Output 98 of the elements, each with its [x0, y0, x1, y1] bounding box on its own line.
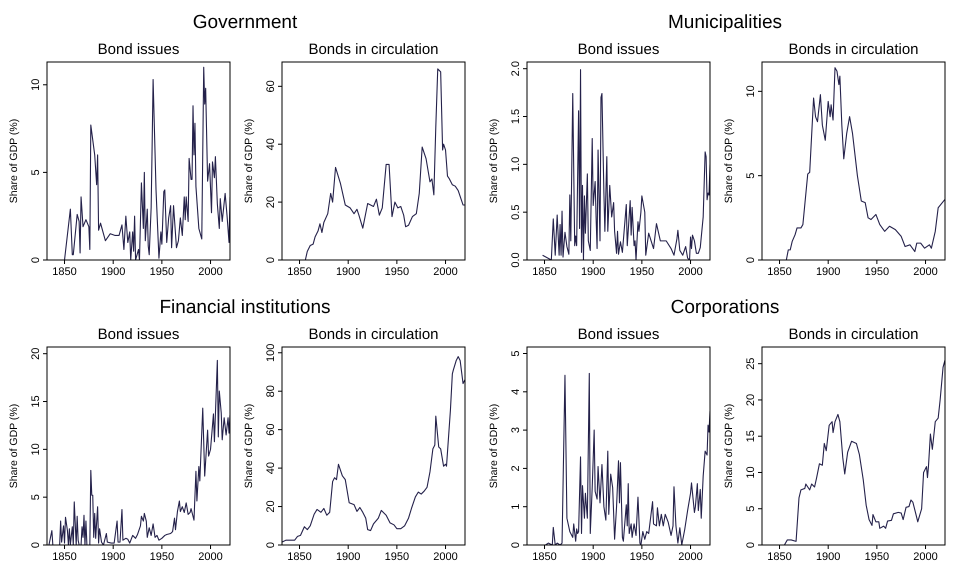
y-axis-title: Share of GDP (%) — [488, 118, 500, 204]
y-axis-title: Share of GDP (%) — [723, 118, 735, 204]
y-axis-title: Share of GDP (%) — [8, 118, 20, 204]
x-tick-label: 1950 — [150, 266, 174, 278]
chart-title: Bond issues — [98, 41, 180, 58]
x-tick-label: 2000 — [678, 551, 703, 563]
x-tick-label: 1900 — [816, 266, 840, 278]
y-tick-label: 20 — [265, 500, 277, 513]
y-axis-title: Share of GDP (%) — [723, 404, 735, 488]
y-tick-label: 1.5 — [510, 108, 522, 124]
y-tick-label: 3 — [510, 427, 522, 434]
x-tick-label: 1950 — [630, 266, 654, 278]
x-tick-label: 1950 — [150, 551, 174, 563]
x-tick-label: 1850 — [52, 551, 77, 563]
y-tick-label: 0 — [745, 542, 757, 548]
y-tick-label: 10 — [30, 443, 42, 456]
y-tick-label: 0.0 — [510, 252, 522, 268]
y-tick-label: 20 — [745, 394, 757, 406]
line-series — [784, 360, 945, 545]
x-tick-label: 1950 — [384, 266, 410, 278]
text: Financial institutions — [159, 297, 331, 318]
y-tick-label: 40 — [265, 462, 277, 474]
y-tick-label: 2 — [510, 465, 522, 472]
x-tick-label: 2000 — [913, 551, 938, 563]
x-tick-label: 1900 — [580, 551, 606, 563]
y-tick-label: 25 — [745, 358, 757, 370]
y-tick-label: 80 — [265, 385, 277, 398]
y-tick-label: 40 — [265, 138, 277, 150]
y-tick-label: 20 — [30, 348, 42, 360]
x-tick-label: 1900 — [816, 551, 840, 563]
chart-title: Bonds in circulation — [788, 326, 919, 343]
x-tick-label: 2000 — [913, 266, 938, 278]
line-series — [64, 66, 230, 260]
y-tick-label: 100 — [265, 344, 277, 362]
y-axis-title: Share of GDP (%) — [243, 118, 255, 204]
text: Municipalities — [668, 12, 782, 33]
y-tick-label: 1 — [510, 504, 522, 510]
y-tick-label: 60 — [265, 424, 277, 436]
chart-title: Bonds in circulation — [308, 326, 439, 343]
x-tick-label: 1850 — [767, 266, 792, 278]
y-tick-label: 4 — [510, 388, 522, 395]
x-tick-label: 2000 — [433, 551, 458, 563]
y-tick-label: 2.0 — [510, 61, 522, 76]
x-tick-label: 1850 — [767, 551, 792, 563]
line-series — [786, 67, 945, 260]
x-tick-label: 1950 — [384, 551, 410, 563]
chart-title: Bonds in circulation — [788, 41, 919, 58]
chart-title: Bonds in circulation — [308, 41, 439, 58]
y-tick-label: 0 — [510, 542, 522, 548]
y-axis-title: Share of GDP (%) — [488, 404, 500, 488]
line-series — [282, 356, 465, 543]
y-tick-label: 0 — [30, 542, 42, 548]
chart-title: Bond issues — [98, 326, 180, 343]
x-tick-label: 2000 — [433, 266, 458, 278]
y-tick-label: 10 — [745, 85, 757, 98]
y-tick-label: 0 — [265, 542, 277, 548]
text: Government — [192, 12, 298, 33]
y-tick-label: 1.0 — [510, 156, 522, 172]
y-tick-label: 60 — [265, 80, 277, 92]
line-series — [304, 68, 465, 260]
x-tick-label: 1850 — [287, 551, 312, 563]
x-tick-label: 1950 — [864, 266, 890, 278]
x-tick-label: 1900 — [580, 266, 606, 278]
line-series — [544, 372, 710, 545]
x-tick-label: 2000 — [198, 266, 223, 278]
x-tick-label: 1900 — [100, 551, 126, 563]
x-tick-label: 1850 — [532, 551, 557, 563]
y-tick-label: 5 — [745, 172, 757, 179]
y-tick-label: 5 — [510, 350, 522, 357]
x-tick-label: 2000 — [678, 266, 703, 278]
x-tick-label: 2000 — [198, 551, 223, 563]
chart-title: Bond issues — [578, 41, 660, 58]
y-tick-label: 0.5 — [510, 204, 522, 220]
y-axis-title: Share of GDP (%) — [243, 404, 255, 488]
x-tick-label: 1850 — [287, 266, 312, 278]
x-tick-label: 1900 — [336, 266, 360, 278]
x-tick-label: 1850 — [52, 266, 77, 278]
y-tick-label: 0 — [745, 256, 757, 264]
y-tick-label: 15 — [30, 395, 42, 408]
line-series — [48, 360, 230, 545]
y-tick-label: 5 — [30, 494, 42, 500]
x-tick-label: 1900 — [100, 266, 126, 278]
y-tick-label: 20 — [265, 196, 277, 208]
y-tick-label: 5 — [745, 506, 757, 512]
y-tick-label: 10 — [30, 78, 42, 91]
y-axis-title: Share of GDP (%) — [8, 404, 20, 488]
y-tick-label: 5 — [30, 169, 42, 176]
y-tick-label: 10 — [745, 466, 757, 479]
x-tick-label: 1900 — [336, 551, 360, 563]
x-tick-label: 1950 — [864, 551, 890, 563]
line-series — [542, 69, 710, 260]
y-tick-label: 15 — [745, 430, 757, 442]
x-tick-label: 1950 — [630, 551, 654, 563]
y-tick-label: 0 — [30, 256, 42, 264]
x-tick-label: 1850 — [532, 266, 557, 278]
chart-title: Bond issues — [578, 326, 660, 343]
y-tick-label: 0 — [265, 256, 277, 264]
text: Corporations — [670, 297, 780, 318]
